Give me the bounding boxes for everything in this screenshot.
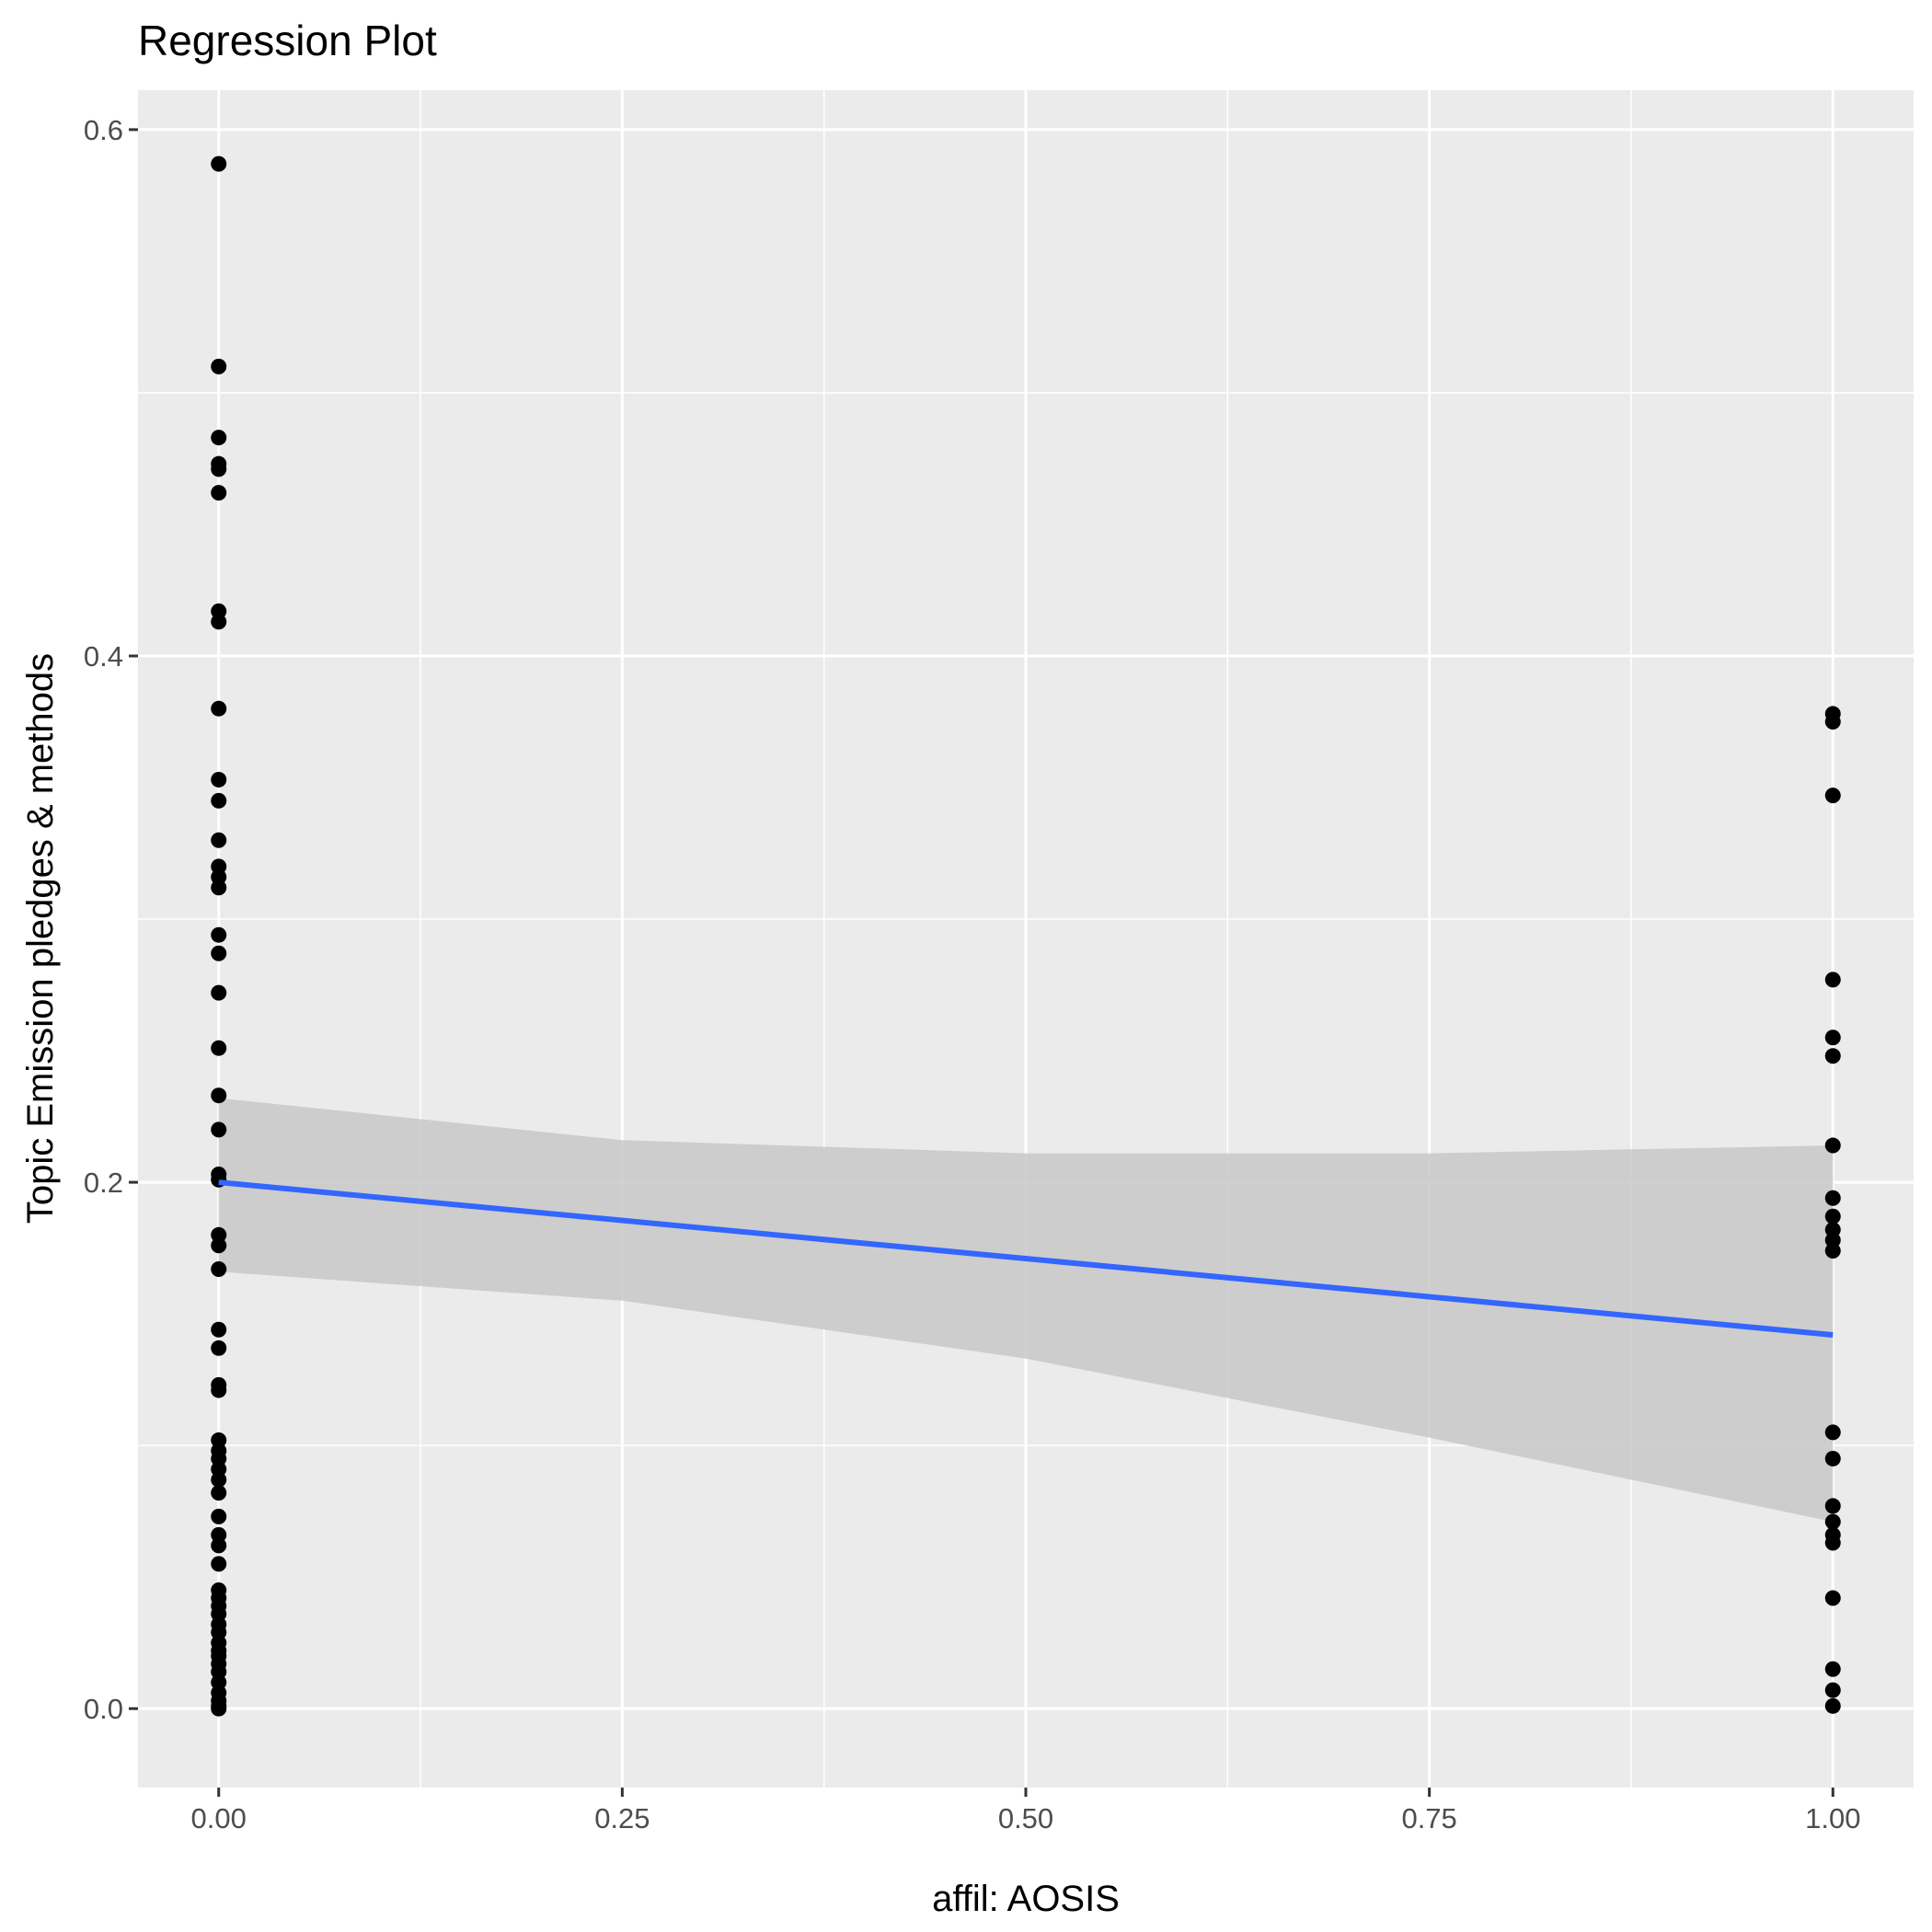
data-point bbox=[211, 1321, 227, 1338]
data-point bbox=[1824, 972, 1841, 988]
y-axis-title: Topic Emission pledges & methods bbox=[20, 653, 61, 1224]
x-tick-label: 0.50 bbox=[998, 1802, 1053, 1834]
y-tick-label: 0.4 bbox=[84, 640, 123, 673]
data-point bbox=[1824, 1661, 1841, 1677]
data-point bbox=[211, 700, 227, 717]
data-point bbox=[1824, 1498, 1841, 1514]
chart-title: Regression Plot bbox=[138, 17, 437, 64]
data-point bbox=[1824, 1029, 1841, 1046]
data-point bbox=[1824, 1137, 1841, 1154]
y-tick-label: 0.0 bbox=[84, 1693, 123, 1725]
data-point bbox=[211, 1508, 227, 1524]
data-point bbox=[211, 1556, 227, 1572]
regression-line bbox=[218, 1179, 1834, 1338]
data-point bbox=[211, 832, 227, 848]
data-point bbox=[211, 926, 227, 943]
data-point bbox=[211, 461, 227, 477]
data-point bbox=[1824, 788, 1841, 804]
data-point bbox=[211, 614, 227, 630]
data-point bbox=[211, 1537, 227, 1554]
data-point bbox=[211, 1340, 227, 1356]
y-tick-label: 0.2 bbox=[84, 1167, 123, 1199]
data-point bbox=[211, 984, 227, 1001]
data-point bbox=[1824, 1190, 1841, 1206]
x-tick-label: 0.75 bbox=[1401, 1802, 1456, 1834]
data-point bbox=[211, 155, 227, 172]
data-point bbox=[211, 1471, 227, 1488]
data-point bbox=[211, 430, 227, 446]
y-axis: 0.0 0.2 0.4 0.6 bbox=[84, 114, 138, 1725]
data-point bbox=[1824, 1450, 1841, 1466]
data-point bbox=[211, 1700, 227, 1717]
data-point bbox=[1824, 1208, 1841, 1225]
x-tick-label: 1.00 bbox=[1805, 1802, 1860, 1834]
data-point bbox=[1824, 1513, 1841, 1530]
data-point bbox=[1824, 1424, 1841, 1441]
data-point bbox=[211, 1260, 227, 1277]
data-point bbox=[211, 1087, 227, 1104]
x-tick-label: 0.00 bbox=[191, 1802, 247, 1834]
data-point bbox=[211, 945, 227, 961]
confidence-band bbox=[218, 1098, 1834, 1523]
data-point bbox=[211, 358, 227, 374]
x-tick-label: 0.25 bbox=[594, 1802, 650, 1834]
data-point bbox=[211, 1485, 227, 1501]
data-point bbox=[211, 771, 227, 788]
data-point bbox=[1824, 1682, 1841, 1698]
data-point bbox=[1824, 714, 1841, 730]
data-point bbox=[211, 1237, 227, 1254]
data-point bbox=[211, 1382, 227, 1398]
data-point bbox=[1824, 1535, 1841, 1551]
data-point bbox=[211, 1040, 227, 1056]
data-point bbox=[211, 792, 227, 809]
data-point bbox=[211, 880, 227, 896]
data-point bbox=[1824, 1590, 1841, 1606]
data-point bbox=[211, 1121, 227, 1138]
x-axis: 0.00 0.25 0.50 0.75 1.00 bbox=[191, 1788, 1860, 1834]
y-tick-label: 0.6 bbox=[84, 114, 123, 146]
data-points bbox=[211, 155, 1841, 1717]
data-point bbox=[1824, 1697, 1841, 1714]
data-point bbox=[1824, 1048, 1841, 1064]
data-point bbox=[211, 485, 227, 501]
x-axis-title: affil: AOSIS bbox=[932, 1879, 1120, 1919]
data-point bbox=[1824, 1242, 1841, 1259]
